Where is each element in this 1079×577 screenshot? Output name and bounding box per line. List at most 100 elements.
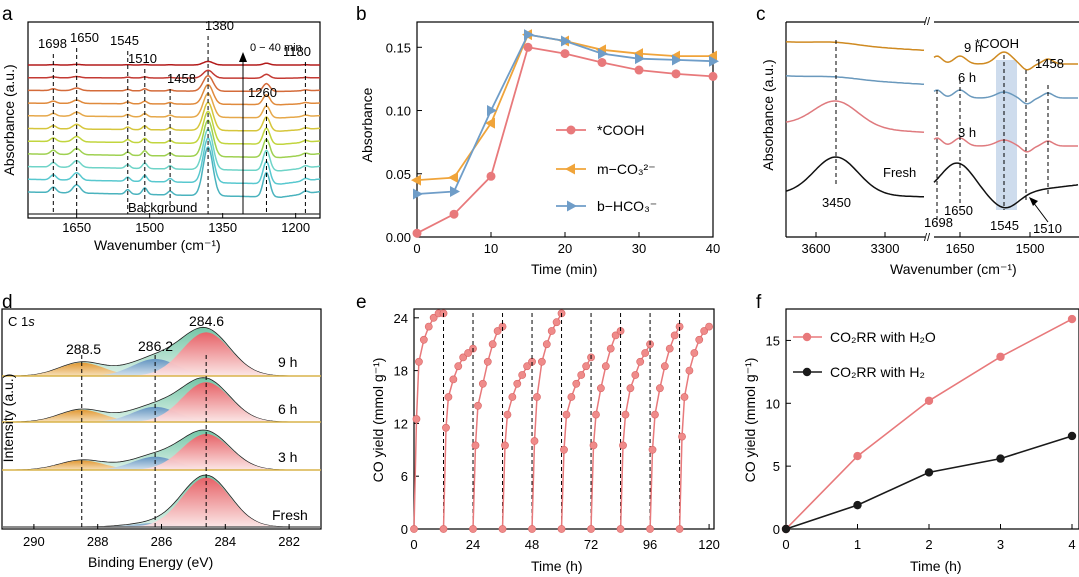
panel-d-peak-label-2: 284.6 bbox=[189, 313, 224, 329]
panel-f-ylabel: CO yield (mmol g⁻¹) bbox=[742, 358, 758, 483]
panel-b-legend-label-1: m−CO₃²⁻ bbox=[597, 161, 656, 177]
panel-a-spectrum-10 bbox=[28, 137, 321, 185]
panel-f-xtick-label-4: 4 bbox=[1068, 537, 1075, 552]
panel-f-legend-marker-0 bbox=[802, 332, 812, 342]
panel-c-left-curve-1 bbox=[785, 75, 925, 86]
panel-f-frame bbox=[785, 308, 1079, 530]
panel-e-ylabel: CO yield (mmol g⁻¹) bbox=[370, 358, 386, 483]
panel-a-xtick-label-1200: 1200 bbox=[281, 220, 310, 235]
panel-b-ytick-label-2: 0.10 bbox=[386, 104, 411, 119]
panel-f-ytick-label-5: 5 bbox=[773, 459, 780, 474]
panel-a-time-note: 0 − 40 min bbox=[250, 42, 302, 54]
panel-c-xtick-label-1: 3300 bbox=[871, 241, 900, 256]
panel-d-sample-label-2: 3 h bbox=[278, 449, 297, 465]
panel-e-point bbox=[542, 340, 551, 349]
panel-b-letter: b bbox=[356, 4, 367, 25]
panel-c-axis-break-bottom: // bbox=[924, 232, 931, 244]
panel-b-point bbox=[449, 209, 459, 219]
panel-c-peak-label-1698: 1698 bbox=[924, 215, 953, 230]
panel-b-point bbox=[672, 54, 682, 66]
panel-b-point bbox=[671, 69, 681, 79]
panel-e-point bbox=[601, 362, 610, 371]
panel-c-xtick-label-3: 1500 bbox=[1016, 241, 1045, 256]
panel-b-ytick-label-3: 0.15 bbox=[386, 40, 411, 55]
panel-e-point bbox=[469, 525, 477, 533]
panel-e-ticks: 0 24 48 72 96 120 0 6 12 18 24 bbox=[394, 311, 720, 552]
panel-e-xtick-label-96: 96 bbox=[643, 537, 657, 552]
panel-d-component-1-0 bbox=[0, 409, 178, 422]
panel-b-point bbox=[413, 188, 423, 200]
panel-f-legend-label-0: CO₂RR with H₂O bbox=[830, 329, 936, 345]
panel-f-ytick-label-0: 0 bbox=[773, 522, 780, 537]
panel-c-curve-label-1: 6 h bbox=[958, 70, 976, 85]
panel-b-legend-label-0: *COOH bbox=[597, 122, 644, 138]
panel-b-ylabel: Absorbance bbox=[359, 87, 375, 162]
panel-b-point bbox=[412, 228, 422, 238]
panel-e-point bbox=[493, 327, 502, 335]
panel-d-component-0-0 bbox=[0, 362, 178, 376]
panel-f-point bbox=[996, 352, 1005, 361]
panel-a-frame bbox=[27, 21, 321, 219]
panel-e-xtick-label-0: 0 bbox=[410, 537, 417, 552]
panel-a-peak-label-1650: 1650 bbox=[70, 30, 99, 45]
panel-e-point bbox=[471, 441, 480, 450]
panel-e-cycles bbox=[410, 309, 713, 533]
panel-d-peak-markers bbox=[81, 355, 207, 527]
panel-b-ytick-label-1: 0.05 bbox=[386, 167, 411, 182]
panel-e-point bbox=[572, 379, 581, 388]
panel-b-xtick-label-0: 0 bbox=[413, 241, 420, 256]
panel-f-legend: CO₂RR with H₂O CO₂RR with H₂ bbox=[793, 329, 936, 380]
panel-b-legend: *COOH m−CO₃²⁻ b−HCO₃⁻ bbox=[556, 122, 657, 214]
panel-e-xtick-label-24: 24 bbox=[466, 537, 480, 552]
panel-f-letter: f bbox=[756, 292, 762, 313]
panel-f-point bbox=[853, 500, 862, 510]
panel-b-xtick-label-10: 10 bbox=[484, 241, 498, 256]
panel-b-point bbox=[450, 185, 460, 197]
panel-e-point bbox=[651, 410, 659, 419]
panel-b-line-2 bbox=[416, 33, 714, 195]
panel-e-xtick-label-48: 48 bbox=[525, 537, 539, 552]
panel-e-point bbox=[501, 441, 509, 450]
panel-e-cycle-line-2 bbox=[472, 326, 504, 530]
panel-b-point bbox=[598, 48, 608, 60]
panel-d-letter: d bbox=[2, 292, 13, 313]
panel-e-point bbox=[439, 525, 448, 533]
panel-e-point bbox=[503, 410, 512, 419]
panel-e-point bbox=[530, 437, 539, 445]
panel-b-ytick-label-0: 0.00 bbox=[386, 230, 411, 245]
panel-e-point bbox=[636, 357, 645, 366]
panel-e-point bbox=[415, 357, 423, 366]
panel-e-letter: e bbox=[356, 292, 367, 313]
panel-e-point bbox=[665, 344, 674, 353]
panel-d: C 1s 288.5 286.2 284.6 9 h 6 h 3 h Fresh 290 28… bbox=[0, 308, 322, 570]
panel-e-point bbox=[537, 357, 546, 366]
panel-e-ytick-label-18: 18 bbox=[394, 364, 408, 379]
panel-d-xtick-label-282: 282 bbox=[278, 534, 300, 549]
panel-b-legend-marker-1 bbox=[565, 163, 575, 175]
panel-e-point bbox=[648, 445, 657, 454]
panel-f-ytick-label-10: 10 bbox=[766, 396, 780, 411]
panel-e-point bbox=[589, 441, 598, 450]
panel-a-letter: a bbox=[2, 4, 13, 25]
panel-d-component-0-2 bbox=[110, 332, 302, 376]
panel-e-ytick-label-12: 12 bbox=[394, 416, 408, 431]
panel-e: 0 24 48 72 96 120 0 6 12 18 24 Time (h) CO yield (… bbox=[370, 308, 720, 574]
panel-c-xtick-label-0: 3600 bbox=[802, 241, 831, 256]
panel-e-point bbox=[412, 415, 421, 423]
panel-c-spectra bbox=[785, 41, 1079, 209]
panel-d-peak-label-0: 288.5 bbox=[66, 341, 101, 357]
panel-f-line-1 bbox=[785, 435, 1073, 530]
panel-b-xlabel: Time (min) bbox=[531, 261, 597, 277]
panel-e-point bbox=[678, 432, 686, 441]
panel-e-point bbox=[690, 349, 699, 357]
panel-e-point bbox=[508, 393, 517, 401]
panel-e-point bbox=[621, 410, 630, 419]
panel-d-ylabel: Intensity (a.u.) bbox=[0, 374, 16, 463]
panel-a-spectrum-1 bbox=[28, 60, 320, 66]
panel-e-xtick-label-72: 72 bbox=[584, 537, 598, 552]
panel-f-xtick-label-0: 0 bbox=[782, 537, 789, 552]
panel-a-peak-label-1510: 1510 bbox=[128, 51, 157, 66]
panel-c-xtick-label-2: 1650 bbox=[946, 241, 975, 256]
panel-e-point bbox=[547, 327, 556, 335]
